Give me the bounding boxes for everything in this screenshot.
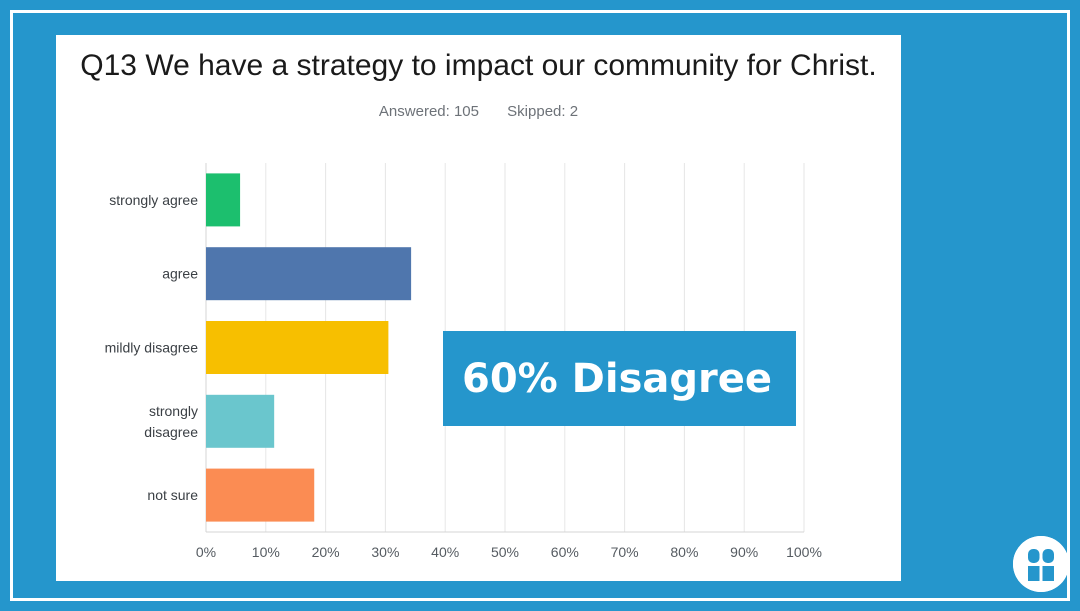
category-label: strongly agree	[109, 192, 198, 208]
x-tick-label: 70%	[611, 544, 639, 560]
x-tick-label: 100%	[786, 544, 822, 560]
slide-frame	[10, 10, 1070, 601]
answered-count: Answered: 105	[378, 103, 479, 120]
x-tick-label: 30%	[371, 544, 399, 560]
skipped-count: Skipped: 2	[507, 103, 579, 120]
bar-strongly-agree	[206, 173, 241, 227]
category-label: strongly disagree	[144, 403, 198, 440]
x-tick-label: 0%	[196, 544, 216, 560]
bar-mildly-disagree	[206, 321, 389, 374]
x-tick-label: 90%	[730, 544, 758, 560]
disagree-callout: 60% Disagree	[443, 331, 796, 426]
x-tick-label: 20%	[312, 544, 340, 560]
category-label: not sure	[147, 487, 198, 503]
bar-agree	[206, 247, 412, 301]
church-door-icon	[1013, 536, 1069, 592]
bar-not-sure	[206, 468, 315, 522]
response-stats: Answered: 105 Skipped: 2	[56, 103, 901, 120]
x-tick-label: 50%	[491, 544, 519, 560]
bar-strongly-disagree	[206, 394, 275, 448]
category-label: mildly disagree	[105, 340, 199, 356]
x-tick-label: 80%	[670, 544, 698, 560]
x-tick-label: 10%	[252, 544, 280, 560]
bar-chart: 0% 10% 20% 30% 40% 50% 60% 70% 80% 90% 100% strongl…	[105, 163, 822, 560]
category-label: agree	[162, 266, 198, 282]
chart-card: Q13 We have a strategy to impact our com…	[56, 35, 901, 581]
x-tick-label: 40%	[431, 544, 459, 560]
chart-title: Q13 We have a strategy to impact our com…	[80, 49, 877, 82]
x-tick-label: 60%	[551, 544, 579, 560]
